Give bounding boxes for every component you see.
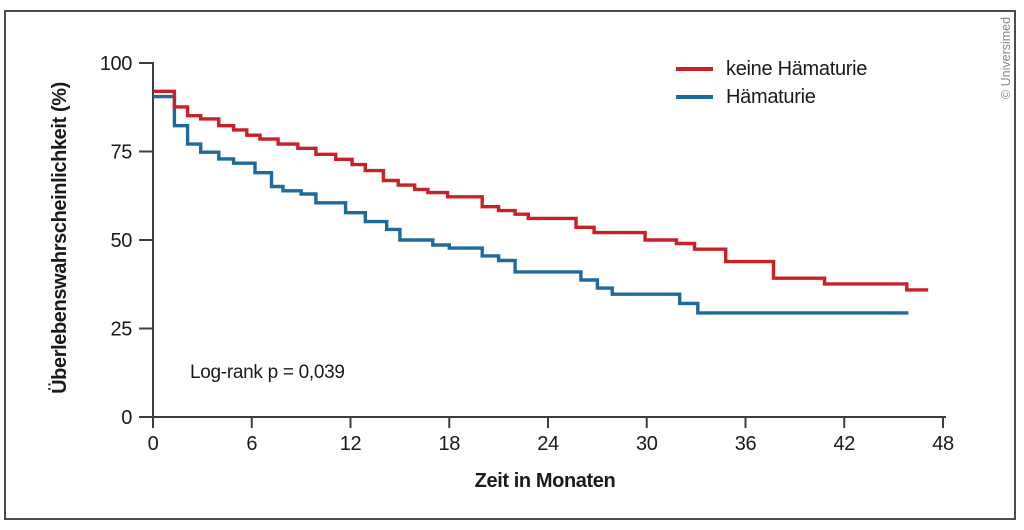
blue-line-swatch: [676, 95, 713, 99]
legend-label: keine Hämaturie: [726, 58, 868, 80]
y-tick-label: 50: [111, 230, 133, 252]
x-tick-label: 18: [439, 433, 461, 455]
x-tick-label: 48: [932, 433, 954, 455]
copyright-credit: © Universimed: [999, 16, 1013, 100]
y-tick-label: 0: [121, 407, 132, 429]
x-tick-label: 24: [537, 433, 559, 455]
y-tick-label: 100: [100, 53, 132, 75]
x-tick-label: 0: [148, 433, 159, 455]
log-rank-annotation: Log-rank p = 0,039: [190, 362, 345, 383]
x-tick-label: 30: [636, 433, 658, 455]
y-tick-label: 75: [111, 142, 133, 164]
x-axis-title: Zeit in Monaten: [474, 470, 616, 492]
survival-curve-haematurie: [153, 94, 909, 315]
x-tick-label: 42: [834, 433, 856, 455]
y-tick-label: 25: [111, 319, 133, 341]
survival-curve-keine-haematurie: [153, 89, 929, 292]
x-tick-label: 6: [246, 433, 257, 455]
legend-item-keine-haematurie: keine Hämaturie: [676, 56, 867, 82]
legend-item-haematurie: Hämaturie: [676, 84, 867, 110]
red-line-swatch: [676, 67, 713, 71]
legend: keine Hämaturie Hämaturie: [676, 56, 867, 110]
x-tick-label: 36: [735, 433, 757, 455]
y-axis-title: Überlebenswahrscheinlichkeit (%): [49, 82, 71, 394]
x-tick-label: 12: [340, 433, 362, 455]
legend-label: Hämaturie: [726, 86, 816, 108]
